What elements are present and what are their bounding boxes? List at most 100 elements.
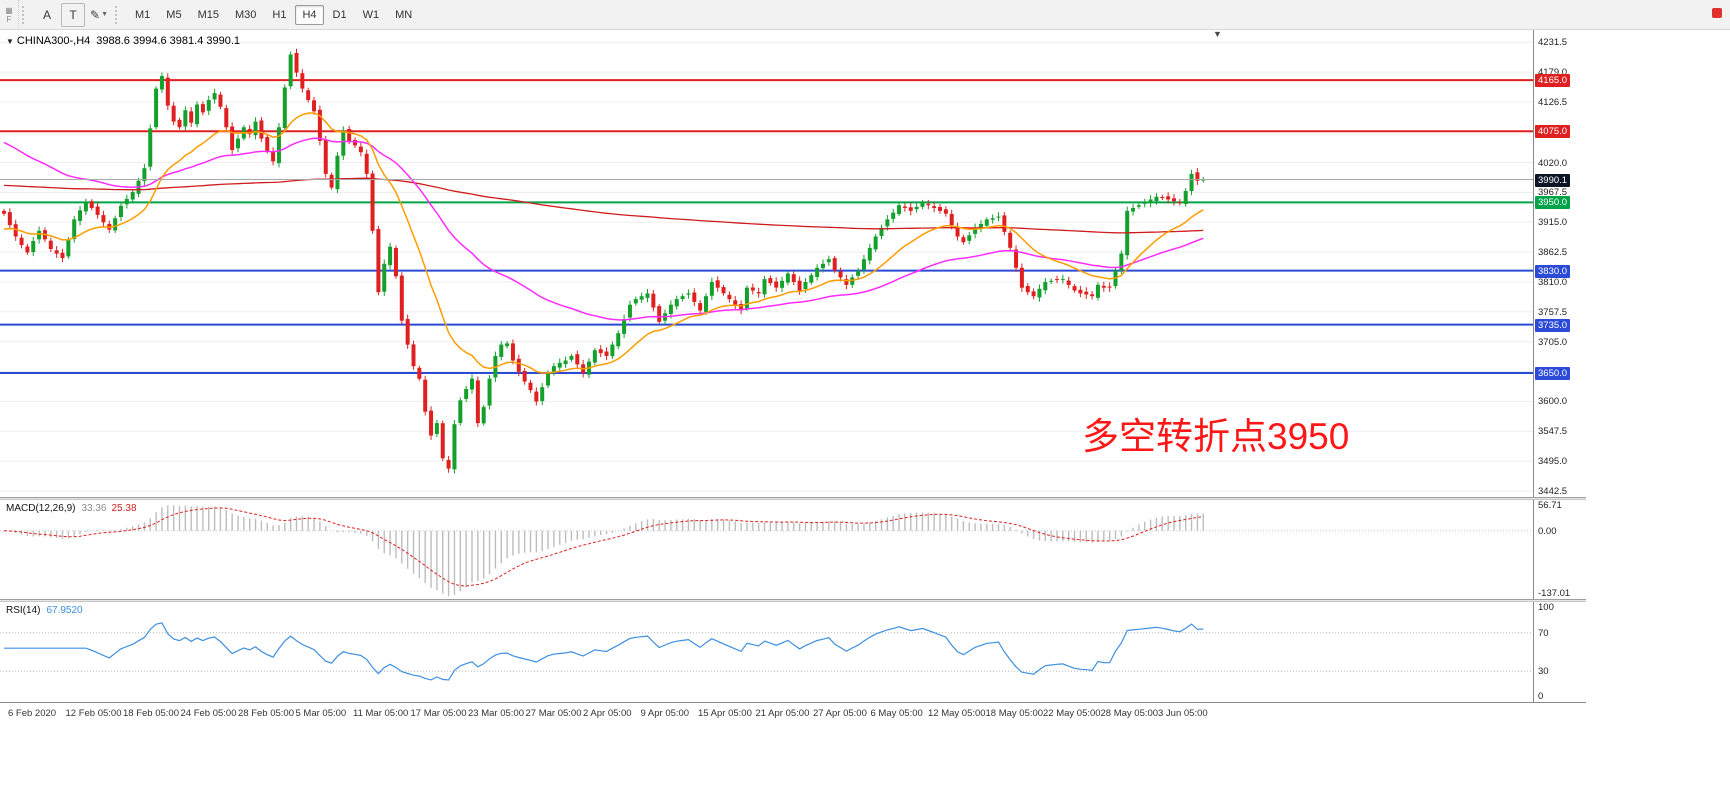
timeframe-D1[interactable]: D1: [332, 8, 347, 21]
macd-panel[interactable]: MACD(12,26,9) 33.36 25.38: [0, 500, 1533, 599]
macd-label: MACD(12,26,9): [6, 503, 76, 514]
main-chart-panel[interactable]: ▼ CHINA300-,H4 3988.6 3994.6 3981.4 3990.1…: [0, 29, 1533, 497]
rsi-axis[interactable]: 100 70 30 0: [1533, 602, 1586, 702]
hline-price-box[interactable]: 3830.0: [1535, 265, 1571, 278]
time-label: 23 Mar 05:00: [468, 708, 524, 719]
price-label: 4020.0: [1538, 158, 1568, 169]
time-label: 11 Mar 05:00: [353, 708, 409, 719]
price-label: 3547.5: [1538, 426, 1568, 437]
time-label: 6 May 05:00: [870, 708, 923, 719]
price-label: 30: [1538, 666, 1549, 677]
time-label: 18 Feb 05:00: [123, 708, 179, 719]
price-label: 4179.0: [1538, 67, 1568, 78]
time-label: 28 Feb 05:00: [238, 708, 294, 719]
toolbar: ▦ F A T ✎ ▼ M1 M5 M15 M30 H1 H4 D1 W1 MN: [0, 0, 1730, 30]
price-label: 3495.0: [1538, 456, 1568, 467]
chart-shift-marker[interactable]: ▼: [1213, 29, 1222, 39]
hline-price-box[interactable]: 3735.0: [1535, 319, 1571, 332]
timeframe-M15[interactable]: M15: [197, 8, 219, 21]
symbol-label: CHINA300-,H4: [16, 35, 91, 47]
price-label: 3705.0: [1538, 337, 1568, 348]
price-label: 56.71: [1538, 500, 1562, 511]
price-label: 100: [1538, 602, 1554, 613]
text-tool-button[interactable]: A: [35, 3, 59, 27]
hline-price-box[interactable]: 4075.0: [1535, 125, 1571, 138]
price-label: -137.01: [1538, 588, 1571, 599]
label-tool-button[interactable]: T: [61, 2, 85, 27]
time-label: 28 May 05:00: [1100, 708, 1159, 719]
timeframe-MN[interactable]: MN: [395, 8, 413, 21]
macd-main-value: 33.36: [81, 503, 107, 514]
macd-chart[interactable]: [0, 500, 1533, 599]
time-label: 12 May 05:00: [928, 708, 986, 719]
timeframe-M1[interactable]: M1: [135, 8, 151, 21]
current-price-box[interactable]: 3990.1: [1535, 174, 1571, 187]
rsi-header: RSI(14) 67.9520: [6, 605, 83, 616]
time-label: 2 Apr 05:00: [583, 708, 632, 719]
macd-signal-value: 25.38: [111, 503, 137, 514]
symbol-ohlc-header: ▼ CHINA300-,H4 3988.6 3994.6 3981.4 3990.1: [6, 35, 240, 47]
toolbox-dock-tab[interactable]: ▦ F: [0, 0, 19, 30]
price-label: 0.00: [1538, 526, 1557, 537]
time-label: 21 Apr 05:00: [755, 708, 810, 719]
rsi-value: 67.9520: [46, 605, 83, 616]
time-label: 24 Feb 05:00: [180, 708, 237, 719]
candlestick-chart[interactable]: [0, 30, 1533, 497]
price-axis[interactable]: 4231.5 4179.0 4126.5 4020.0 3967.5 3915.0 3862…: [1533, 30, 1586, 497]
chart-area: ▼ CHINA300-,H4 3988.6 3994.6 3981.4 3990.1…: [0, 29, 1586, 722]
toolbar-grip: [22, 5, 31, 24]
rsi-label: RSI(14): [6, 605, 41, 616]
chart-menu-icon[interactable]: ▼: [6, 37, 14, 46]
time-label: 17 Mar 05:00: [410, 708, 467, 719]
time-label: 3 Jun 05:00: [1158, 708, 1208, 719]
price-label: 3967.5: [1538, 187, 1568, 198]
time-label: 6 Feb 2020: [8, 708, 57, 719]
price-label: 3757.5: [1538, 307, 1568, 318]
draw-tool-button[interactable]: ✎ ▼: [87, 3, 111, 27]
macd-header: MACD(12,26,9) 33.36 25.38: [6, 503, 137, 514]
corner-badge-icon[interactable]: [1712, 8, 1722, 18]
price-label: 0: [1538, 691, 1544, 702]
toolbar-grip: [115, 5, 124, 24]
time-label: 27 Mar 05:00: [525, 708, 582, 719]
price-label: 3442.5: [1538, 486, 1568, 497]
price-label: 4126.5: [1538, 97, 1568, 108]
hline-price-box[interactable]: 3650.0: [1535, 367, 1571, 380]
dock-grid-icon: ▦: [5, 5, 13, 15]
panel-splitter[interactable]: [0, 599, 1586, 602]
time-label: 5 Mar 05:00: [295, 708, 347, 719]
rsi-chart[interactable]: [0, 602, 1533, 702]
time-label: 12 Feb 05:00: [65, 708, 122, 719]
panel-splitter[interactable]: [0, 497, 1586, 500]
label-tool-label: T: [69, 7, 77, 22]
time-label: 18 May 05:00: [985, 708, 1044, 719]
price-label: 3600.0: [1538, 396, 1568, 407]
text-tool-label: A: [42, 7, 51, 22]
time-label: 15 Apr 05:00: [698, 708, 752, 719]
timeframe-H1[interactable]: H1: [272, 8, 287, 21]
time-label: 27 Apr 05:00: [813, 708, 867, 719]
price-label: 4231.5: [1538, 37, 1568, 48]
hline-price-box[interactable]: 3950.0: [1535, 196, 1571, 209]
timeframe-buttons: M1 M5 M15 M30 H1 H4 D1 W1 MN: [127, 4, 420, 25]
chevron-down-icon: ▼: [101, 11, 108, 18]
price-label: 70: [1538, 628, 1549, 639]
time-label: 9 Apr 05:00: [640, 708, 690, 719]
dock-tab-label: F: [6, 14, 12, 24]
timeframe-M5[interactable]: M5: [166, 8, 182, 21]
price-label: 3862.5: [1538, 247, 1568, 258]
price-label: 3810.0: [1538, 277, 1568, 288]
timeframe-W1[interactable]: W1: [362, 8, 380, 21]
annotation-text[interactable]: 多空转折点3950: [1082, 416, 1350, 457]
time-axis[interactable]: 6 Feb 2020 12 Feb 05:00 18 Feb 05:00 24 Feb…: [0, 702, 1586, 722]
rsi-panel[interactable]: RSI(14) 67.9520: [0, 602, 1533, 702]
timeframe-M30[interactable]: M30: [234, 8, 257, 21]
price-label: 3915.0: [1538, 217, 1568, 228]
ohlc-values: 3988.6 3994.6 3981.4 3990.1: [96, 35, 241, 47]
hline-price-box[interactable]: 4165.0: [1535, 74, 1571, 87]
time-label: 22 May 05:00: [1043, 708, 1101, 719]
macd-axis[interactable]: 56.71 0.00 -137.01: [1533, 500, 1586, 599]
pencil-icon: ✎: [90, 7, 101, 22]
timeframe-H4[interactable]: H4: [295, 4, 324, 25]
